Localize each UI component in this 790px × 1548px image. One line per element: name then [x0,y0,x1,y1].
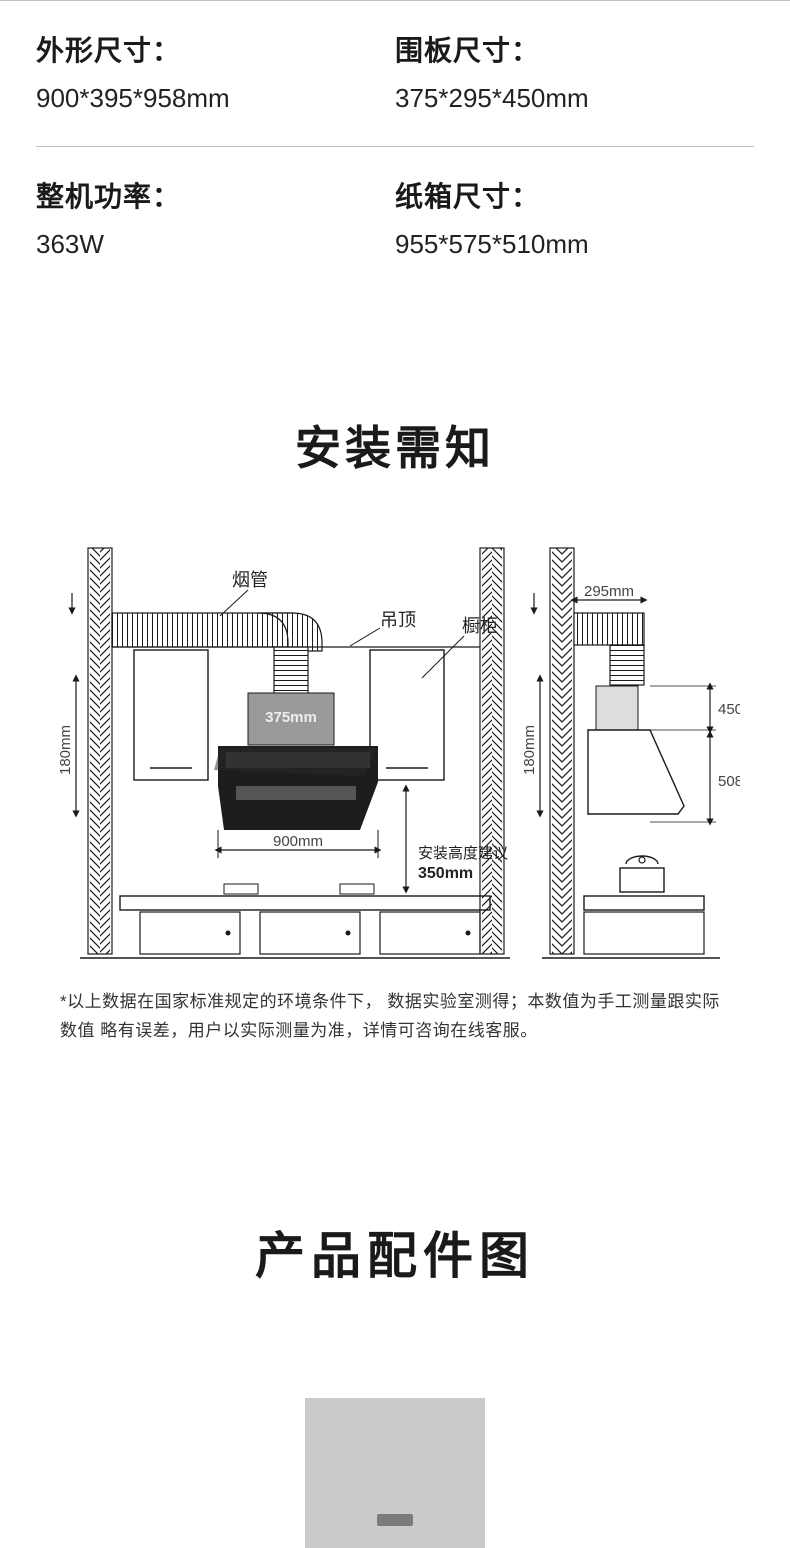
accessories-title: 产品配件图 [0,1216,790,1288]
install-diagram: 180mm 900mm 375mm 烟管吊顶 橱柜安装高度建议 350mm 295mm 180… [50,538,740,968]
spec-label: 围板尺寸： [395,29,754,69]
spec-value: 955*575*510mm [395,229,754,260]
spec-label: 纸箱尺寸： [395,175,754,215]
install-diagram-wrap: 180mm 900mm 375mm 烟管吊顶 橱柜安装高度建议 350mm 295mm 180… [0,538,790,968]
svg-text:安装高度建议: 安装高度建议 [418,845,508,862]
spec-row: 整机功率： 363W 纸箱尺寸： 955*575*510mm [36,147,754,292]
svg-text:295mm: 295mm [584,583,634,600]
spec-label: 整机功率： [36,175,395,215]
install-footnote: *以上数据在国家标准规定的环境条件下， 数据实验室测得；本数值为手工测量跟实际数… [0,968,790,1046]
spec-cell: 整机功率： 363W [36,175,395,260]
spec-value: 900*395*958mm [36,83,395,114]
spec-cell: 围板尺寸： 375*295*450mm [395,29,754,114]
svg-text:吊顶: 吊顶 [380,610,416,630]
specs-section: 外形尺寸： 900*395*958mm 围板尺寸： 375*295*450mm … [0,0,790,292]
svg-text:烟管: 烟管 [232,570,268,590]
svg-text:900mm: 900mm [273,833,323,850]
spec-value: 375*295*450mm [395,83,754,114]
spec-value: 363W [36,229,395,260]
accessory-cover-plate [305,1398,485,1548]
svg-text:508mm: 508mm [718,773,740,790]
spec-cell: 纸箱尺寸： 955*575*510mm [395,175,754,260]
spec-row: 外形尺寸： 900*395*958mm 围板尺寸： 375*295*450mm [36,1,754,147]
svg-text:橱柜: 橱柜 [462,616,498,636]
svg-text:180mm: 180mm [521,725,538,775]
install-title: 安装需知 [0,412,790,478]
svg-text:450mm: 450mm [718,701,740,718]
svg-text:375mm: 375mm [265,709,317,726]
svg-text:350mm: 350mm [418,865,473,882]
svg-text:180mm: 180mm [57,725,74,775]
spec-cell: 外形尺寸： 900*395*958mm [36,29,395,114]
spec-label: 外形尺寸： [36,29,395,69]
